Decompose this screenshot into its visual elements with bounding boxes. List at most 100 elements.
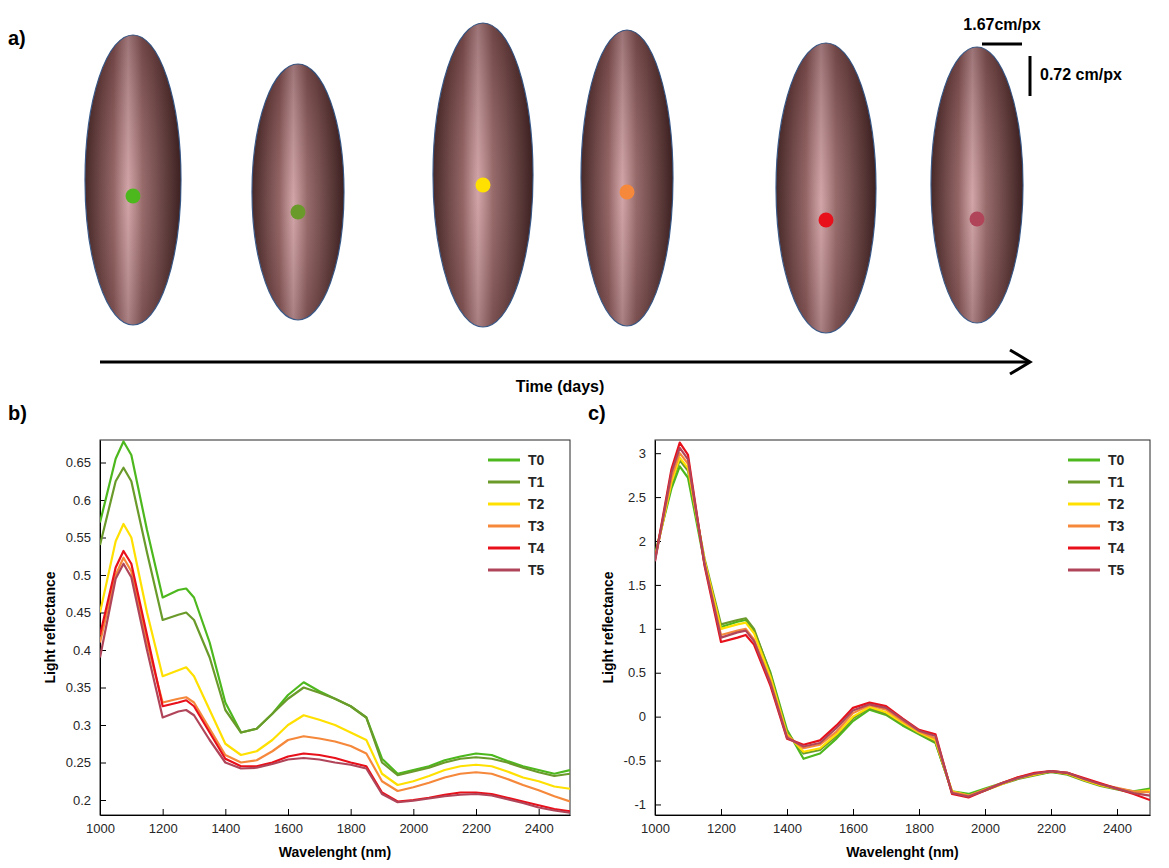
plot-lines xyxy=(100,442,570,813)
legend-label: T4 xyxy=(528,540,545,556)
series-line xyxy=(655,460,1150,795)
series-line xyxy=(100,468,570,776)
y-tick: 0.2 xyxy=(73,793,106,808)
sample-spot xyxy=(970,212,985,227)
series-line xyxy=(655,466,1150,794)
legend-item: T1 xyxy=(1068,474,1125,490)
x-axis: 10001200140016001800200022002400 xyxy=(86,809,570,836)
x-tick-label: 2200 xyxy=(1037,821,1066,836)
legend-label: T3 xyxy=(528,518,545,534)
time-arrow-head xyxy=(1010,350,1030,374)
plot-frame xyxy=(100,440,570,815)
fruit-sample xyxy=(433,23,533,327)
scale-bar-x xyxy=(982,43,1022,46)
axis-line xyxy=(101,815,571,816)
axis-line xyxy=(656,815,1151,816)
legend-swatch xyxy=(488,481,520,484)
y-tick-mark xyxy=(655,497,661,498)
legend-item: T0 xyxy=(488,452,545,468)
series-line xyxy=(100,551,570,811)
x-tick: 1600 xyxy=(839,809,868,836)
y-tick-label: 0.2 xyxy=(73,793,91,808)
y-tick: 2.5 xyxy=(628,490,661,505)
fruit-image xyxy=(581,30,673,326)
x-tick-label: 2400 xyxy=(1103,821,1132,836)
y-tick-label: 1.5 xyxy=(628,578,646,593)
x-tick-mark xyxy=(225,809,226,815)
y-tick-mark xyxy=(655,629,661,630)
legend-swatch xyxy=(1068,525,1100,528)
sample-spot xyxy=(126,189,141,204)
sample-spot xyxy=(620,185,635,200)
y-tick-mark xyxy=(100,463,106,464)
y-tick: -0.5 xyxy=(624,753,661,768)
fruit-image xyxy=(433,23,533,327)
fruit-sample xyxy=(252,64,344,320)
x-tick-mark xyxy=(787,809,788,815)
x-tick-mark xyxy=(163,809,164,815)
x-tick: 2400 xyxy=(1103,809,1132,836)
y-tick-label: 3 xyxy=(639,446,646,461)
y-tick-mark xyxy=(655,804,661,805)
y-tick: 0.45 xyxy=(66,605,106,620)
x-tick-label: 1400 xyxy=(773,821,802,836)
legend-label: T1 xyxy=(528,474,545,490)
y-tick-label: 0.45 xyxy=(66,605,91,620)
fruit-shade xyxy=(776,43,876,333)
y-tick-mark xyxy=(655,585,661,586)
x-tick-label: 2400 xyxy=(525,821,554,836)
legend-item: T4 xyxy=(488,540,545,556)
series-line xyxy=(655,458,1150,796)
y-tick-mark xyxy=(655,673,661,674)
legend-swatch xyxy=(488,569,520,572)
fruit-shade xyxy=(433,23,533,327)
y-tick-label: 0.5 xyxy=(628,665,646,680)
legend-label: T5 xyxy=(528,562,545,578)
x-tick-mark xyxy=(539,809,540,815)
fruit-shade xyxy=(931,47,1023,323)
panel-label: c) xyxy=(588,402,606,424)
legend-label: T5 xyxy=(1108,562,1125,578)
y-tick-label: 0.3 xyxy=(73,718,91,733)
y-tick-label: 0.6 xyxy=(73,493,91,508)
y-tick-label: 0.25 xyxy=(66,755,91,770)
y-tick-label: 1 xyxy=(639,621,646,636)
x-axis-title: Wavelenght (nm) xyxy=(846,844,958,860)
x-tick-mark xyxy=(853,809,854,815)
time-arrow xyxy=(100,361,1028,364)
legend-item: T1 xyxy=(488,474,545,490)
fruit-image xyxy=(85,35,181,325)
legend-item: T2 xyxy=(488,496,545,512)
series-line xyxy=(655,453,1150,796)
x-tick: 1800 xyxy=(905,809,934,836)
y-axis: 0.20.250.30.350.40.450.50.550.60.65 xyxy=(66,441,106,816)
chart-panel: b) 100012001400160018002000220024000.2 0.2… xyxy=(8,402,571,860)
fruit-sample xyxy=(581,30,673,326)
plot-frame xyxy=(655,440,1150,815)
y-axis-title: Light reflectance xyxy=(600,571,616,683)
panel-label: b) xyxy=(8,402,27,424)
y-tick: 0.35 xyxy=(66,680,106,695)
legend-item: T5 xyxy=(488,562,545,578)
fruit-sample xyxy=(776,43,876,333)
y-tick-label: -1 xyxy=(634,797,646,812)
y-tick: 0.65 xyxy=(66,455,106,470)
fruit-shade xyxy=(581,30,673,326)
x-tick-mark xyxy=(288,809,289,815)
y-tick-mark xyxy=(100,688,106,689)
y-tick: 0.55 xyxy=(66,530,106,545)
x-axis-title: Wavelenght (nm) xyxy=(279,844,391,860)
y-tick-mark xyxy=(100,575,106,576)
legend-swatch xyxy=(1068,547,1100,550)
panel-label: a) xyxy=(8,27,26,49)
y-tick-mark xyxy=(655,761,661,762)
legend-item: T3 xyxy=(1068,518,1125,534)
scale-bar-y xyxy=(1029,56,1032,96)
y-tick-label: 0.35 xyxy=(66,680,91,695)
legend-swatch xyxy=(488,459,520,462)
x-tick: 1200 xyxy=(149,809,178,836)
fruit-shade xyxy=(252,64,344,320)
legend-item: T5 xyxy=(1068,562,1125,578)
sample-spot xyxy=(291,205,306,220)
series-line xyxy=(655,443,1150,800)
